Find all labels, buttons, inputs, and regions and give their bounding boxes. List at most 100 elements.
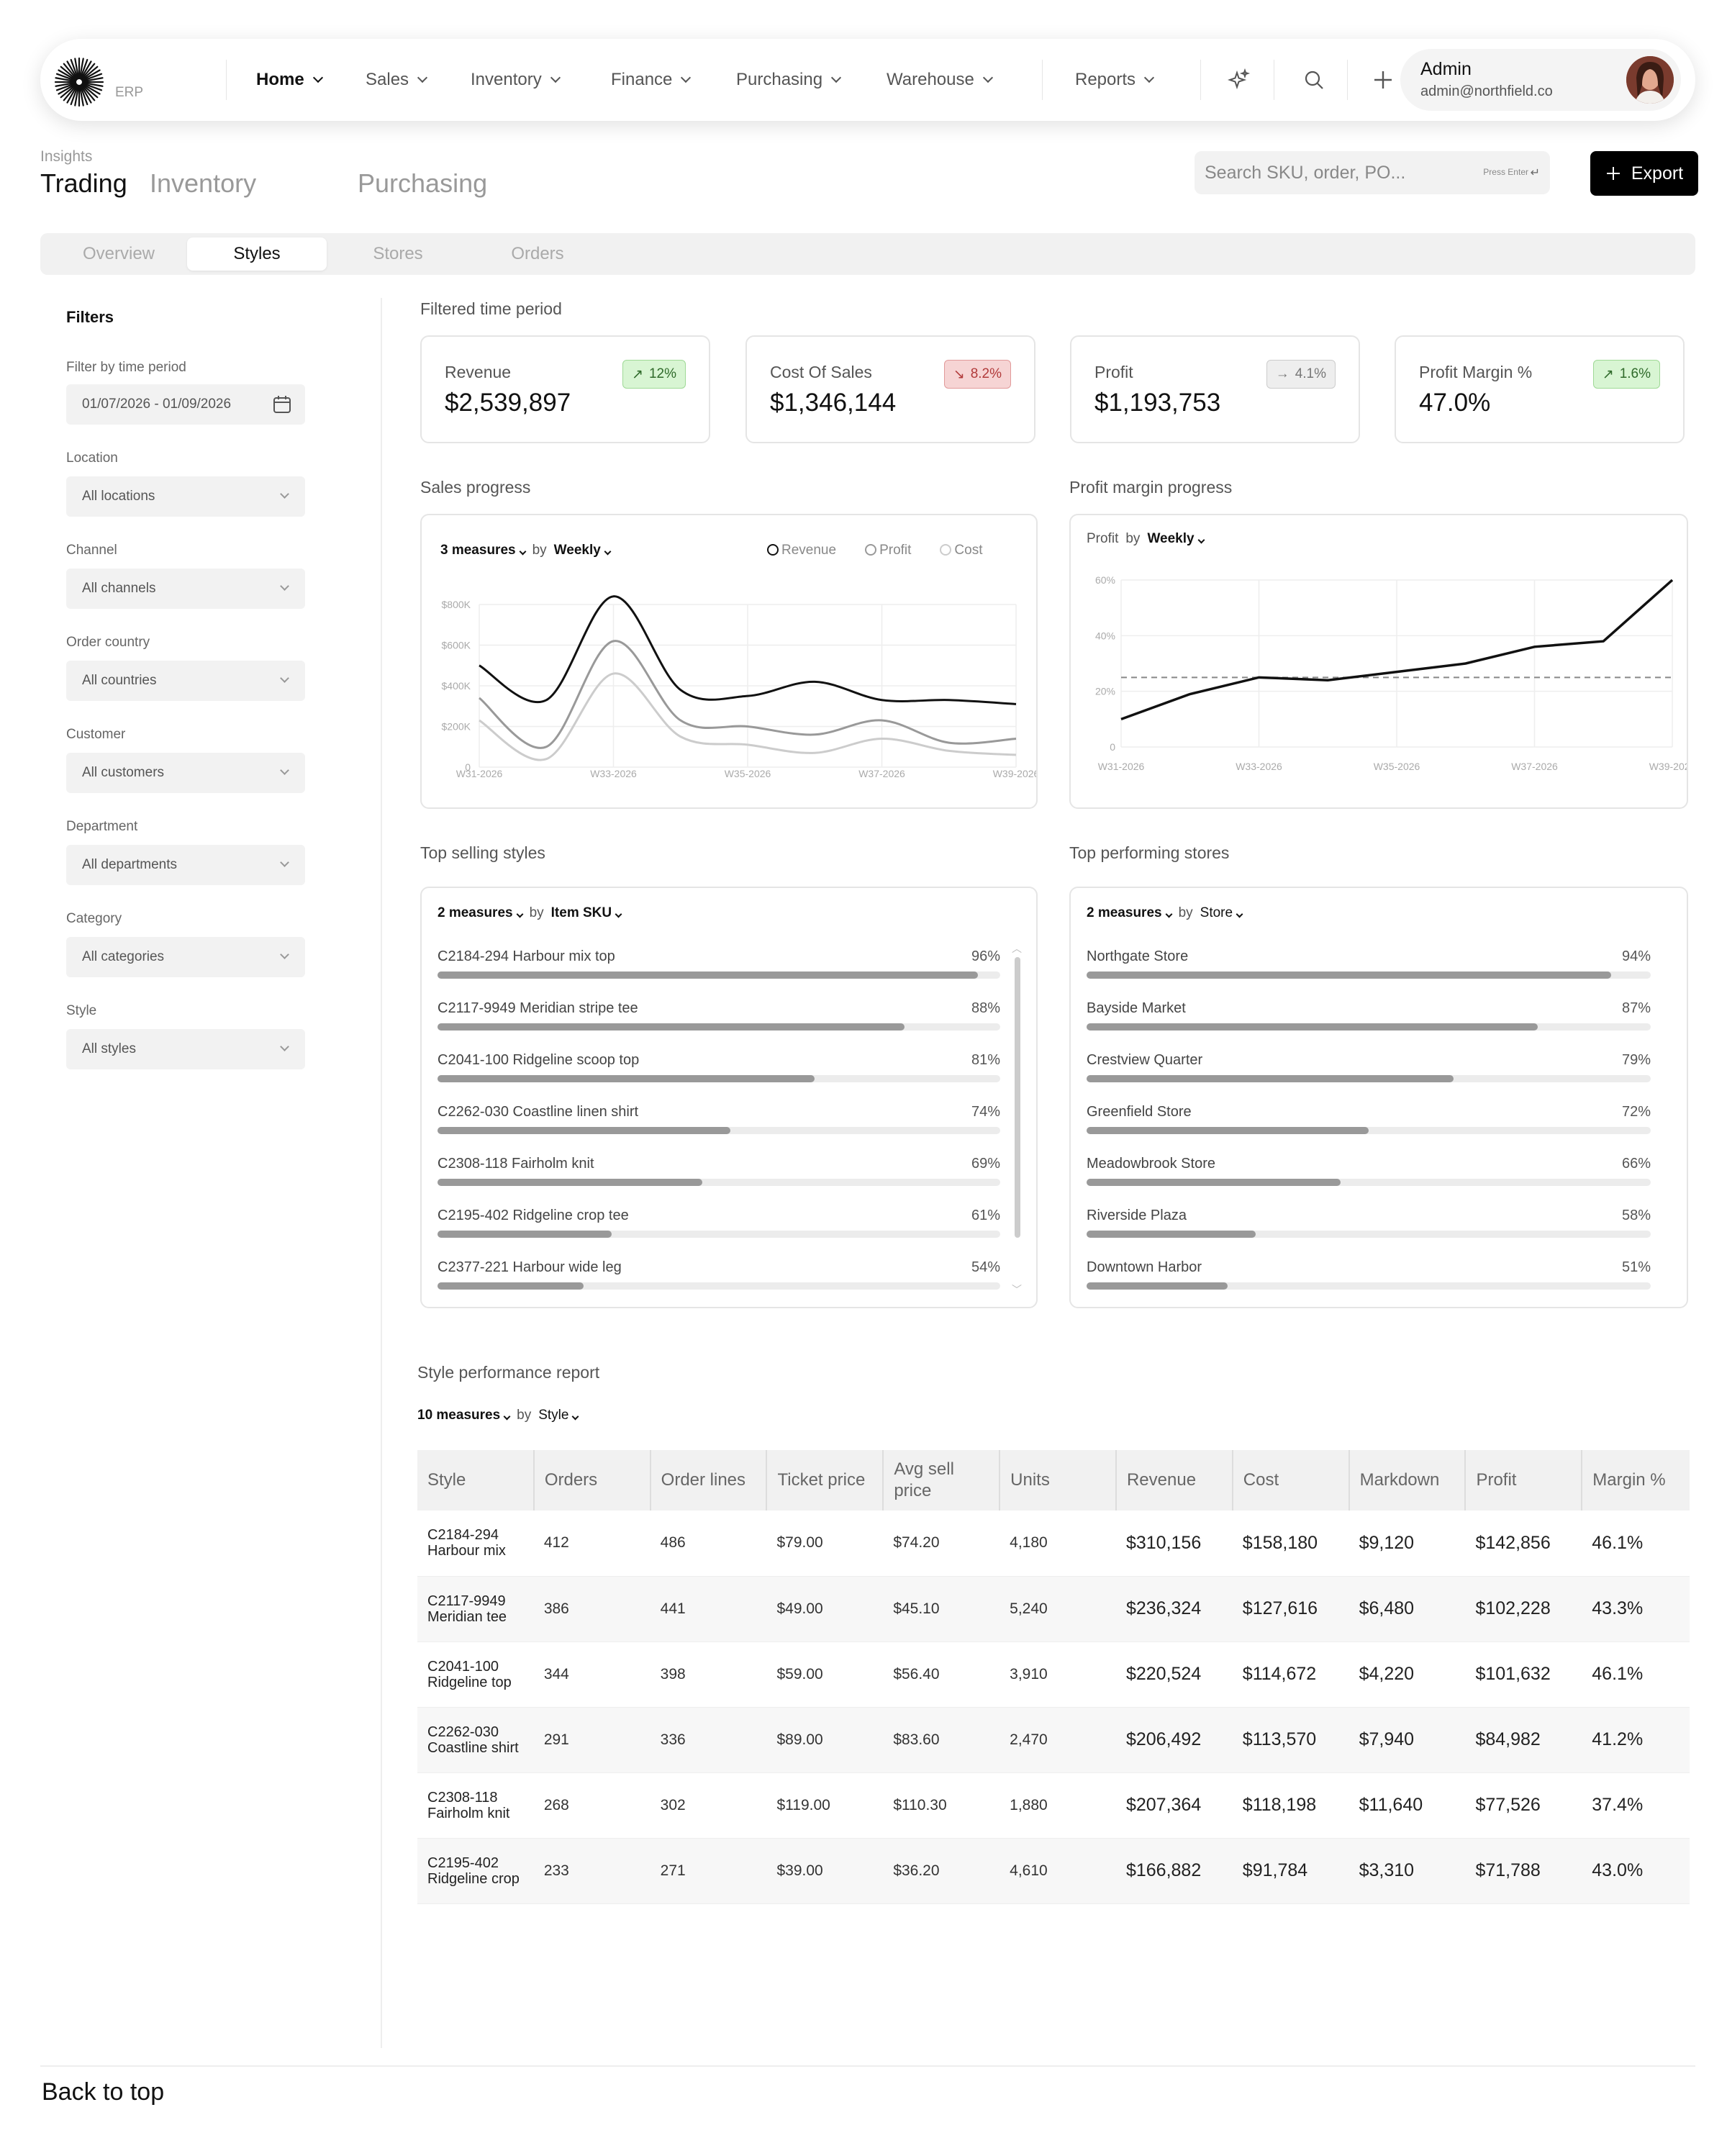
bar-row[interactable]: C2308-118 Fairholm knit 69% bbox=[438, 1156, 1000, 1199]
nav-item-finance[interactable]: Finance bbox=[611, 68, 692, 92]
column-header[interactable]: Style bbox=[417, 1450, 534, 1510]
column-header[interactable]: Ticket price bbox=[766, 1450, 884, 1510]
calendar-icon[interactable] bbox=[272, 394, 292, 415]
date-range-field[interactable]: 01/07/2026 - 01/09/2026 bbox=[66, 384, 305, 425]
legend-profit[interactable]: Profit bbox=[865, 543, 911, 558]
table-row[interactable]: C2308-118 Fairholm knit 268 302 $119.00 $110… bbox=[417, 1772, 1690, 1839]
chevron-down-icon bbox=[280, 766, 289, 775]
bar-row[interactable]: Meadowbrook Store 66% bbox=[1087, 1156, 1651, 1199]
bar-row[interactable]: Northgate Store 94% bbox=[1087, 948, 1651, 992]
column-header[interactable]: Profit bbox=[1464, 1450, 1582, 1510]
column-header[interactable]: Units bbox=[999, 1450, 1116, 1510]
tab-trading[interactable]: Trading bbox=[40, 168, 127, 198]
footer-divider bbox=[40, 2065, 1695, 2067]
dimension-dropdown[interactable]: Item SKU bbox=[551, 905, 622, 921]
nav-item-purchasing[interactable]: Purchasing bbox=[736, 68, 842, 92]
bar-row[interactable]: C2041-100 Ridgeline scoop top 81% bbox=[438, 1052, 1000, 1095]
chevron-down-icon[interactable]: ﹀ bbox=[1012, 1284, 1022, 1295]
channel-select[interactable]: All channels bbox=[66, 569, 305, 609]
select-value: All styles bbox=[82, 1041, 136, 1056]
column-header[interactable]: Margin % bbox=[1581, 1450, 1690, 1510]
legend-cost[interactable]: Cost bbox=[940, 543, 983, 558]
bar-row[interactable]: C2262-030 Coastline linen shirt 74% bbox=[438, 1104, 1000, 1147]
table-cell: C2262-030 Coastline shirt bbox=[417, 1707, 534, 1773]
export-button[interactable]: Export bbox=[1590, 151, 1698, 196]
avatar[interactable] bbox=[1626, 56, 1674, 104]
plus-icon[interactable] bbox=[1369, 65, 1397, 94]
logo-icon[interactable] bbox=[53, 56, 105, 108]
nav-item-inventory[interactable]: Inventory bbox=[471, 68, 561, 92]
y-tick-label: 20% bbox=[1095, 686, 1115, 697]
table-row[interactable]: C2184-294 Harbour mix 412 486 $79.00 $74.20 4… bbox=[417, 1510, 1690, 1577]
subtab-stores[interactable]: Stores bbox=[373, 244, 423, 263]
bar-row[interactable]: Crestview Quarter 79% bbox=[1087, 1052, 1651, 1095]
dimension-dropdown[interactable]: Style bbox=[538, 1408, 579, 1423]
tab-purchasing[interactable]: Purchasing bbox=[358, 168, 488, 198]
country-select[interactable]: All countries bbox=[66, 661, 305, 701]
filter-label: Department bbox=[66, 819, 138, 834]
table-row[interactable]: C2117-9949 Meridian tee 386 441 $49.00 $45.1… bbox=[417, 1576, 1690, 1642]
table-cell: 41.2% bbox=[1582, 1707, 1690, 1773]
logo-ray bbox=[63, 63, 78, 81]
breadcrumb[interactable]: Insights bbox=[40, 148, 93, 165]
bar-row[interactable]: C2377-221 Harbour wide leg 54% bbox=[438, 1259, 1000, 1303]
bar-row[interactable]: C2184-294 Harbour mix top 96% bbox=[438, 948, 1000, 992]
bar-label: C2184-294 Harbour mix top bbox=[438, 948, 615, 964]
location-select[interactable]: All locations bbox=[66, 476, 305, 517]
bar-row[interactable]: Riverside Plaza 58% bbox=[1087, 1208, 1651, 1251]
bar-row[interactable]: C2117-9949 Meridian stripe tee 88% bbox=[438, 1000, 1000, 1043]
bar-row[interactable]: Greenfield Store 72% bbox=[1087, 1104, 1651, 1147]
period-dropdown[interactable]: Weekly bbox=[554, 543, 612, 558]
bar-track bbox=[438, 1127, 1000, 1134]
table-cell: $71,788 bbox=[1465, 1838, 1582, 1904]
column-header[interactable]: Order lines bbox=[649, 1450, 767, 1510]
nav-item-home[interactable]: Home bbox=[256, 68, 323, 92]
measures-dropdown[interactable]: 10 measures bbox=[417, 1408, 511, 1423]
measures-dropdown[interactable]: 2 measures bbox=[438, 905, 524, 921]
department-select[interactable]: All departments bbox=[66, 845, 305, 885]
subtab-overview[interactable]: Overview bbox=[82, 244, 155, 263]
search-input[interactable]: Search SKU, order, PO... Press Enter ↵ bbox=[1195, 151, 1550, 194]
back-to-top-link[interactable]: Back to top bbox=[42, 2078, 165, 2106]
period-dropdown[interactable]: Weekly bbox=[1147, 531, 1205, 547]
subtab-orders[interactable]: Orders bbox=[511, 244, 564, 263]
measures-dropdown[interactable]: 2 measures bbox=[1087, 905, 1173, 921]
column-header[interactable]: Revenue bbox=[1115, 1450, 1233, 1510]
chart-controls: 3 measures by Weekly bbox=[440, 543, 612, 558]
table-cell: 486 bbox=[650, 1510, 767, 1577]
bar-fill bbox=[438, 1282, 584, 1290]
table-row[interactable]: C2195-402 Ridgeline crop 233 271 $39.00 $36.… bbox=[417, 1838, 1690, 1904]
subtab-styles[interactable]: Styles bbox=[187, 237, 327, 271]
sparkle-icon[interactable] bbox=[1225, 65, 1254, 94]
style-select[interactable]: All styles bbox=[66, 1029, 305, 1069]
column-header[interactable]: Orders bbox=[532, 1450, 651, 1510]
kpi-value: $2,539,897 bbox=[445, 389, 571, 417]
category-select[interactable]: All categories bbox=[66, 937, 305, 977]
bar-track bbox=[1087, 971, 1651, 979]
nav-item-sales[interactable]: Sales bbox=[366, 68, 428, 92]
column-header[interactable]: Avg sell price bbox=[882, 1450, 1000, 1510]
scrollbar[interactable] bbox=[1015, 957, 1020, 1238]
nav-item-reports[interactable]: Reports bbox=[1075, 68, 1155, 92]
measures-dropdown[interactable]: 3 measures bbox=[440, 543, 527, 558]
tab-inventory[interactable]: Inventory bbox=[150, 168, 257, 198]
bar-row[interactable]: Bayside Market 87% bbox=[1087, 1000, 1651, 1043]
filter-label: Order country bbox=[66, 635, 150, 650]
column-header[interactable]: Cost bbox=[1231, 1450, 1349, 1510]
bar-row[interactable]: C2195-402 Ridgeline crop tee 61% bbox=[438, 1208, 1000, 1251]
column-header[interactable]: Markdown bbox=[1348, 1450, 1466, 1510]
bar-row[interactable]: Downtown Harbor 51% bbox=[1087, 1259, 1651, 1303]
table-row[interactable]: C2262-030 Coastline shirt 291 336 $89.00 $83… bbox=[417, 1707, 1690, 1773]
customer-select[interactable]: All customers bbox=[66, 753, 305, 793]
legend-revenue[interactable]: Revenue bbox=[767, 543, 836, 558]
table-cell: $236,324 bbox=[1115, 1576, 1233, 1642]
table-cell: 233 bbox=[533, 1838, 651, 1904]
y-tick-label: 0 bbox=[1110, 741, 1115, 753]
search-icon[interactable] bbox=[1300, 65, 1328, 94]
dimension-dropdown[interactable]: Store bbox=[1200, 905, 1243, 921]
chevron-up-icon[interactable]: ︿ bbox=[1012, 943, 1022, 954]
nav-item-warehouse[interactable]: Warehouse bbox=[887, 68, 993, 92]
table-row[interactable]: C2041-100 Ridgeline top 344 398 $59.00 $56.4… bbox=[417, 1641, 1690, 1708]
bar-label: Greenfield Store bbox=[1087, 1104, 1192, 1120]
user-menu[interactable]: Admin admin@northfield.co bbox=[1400, 49, 1681, 111]
